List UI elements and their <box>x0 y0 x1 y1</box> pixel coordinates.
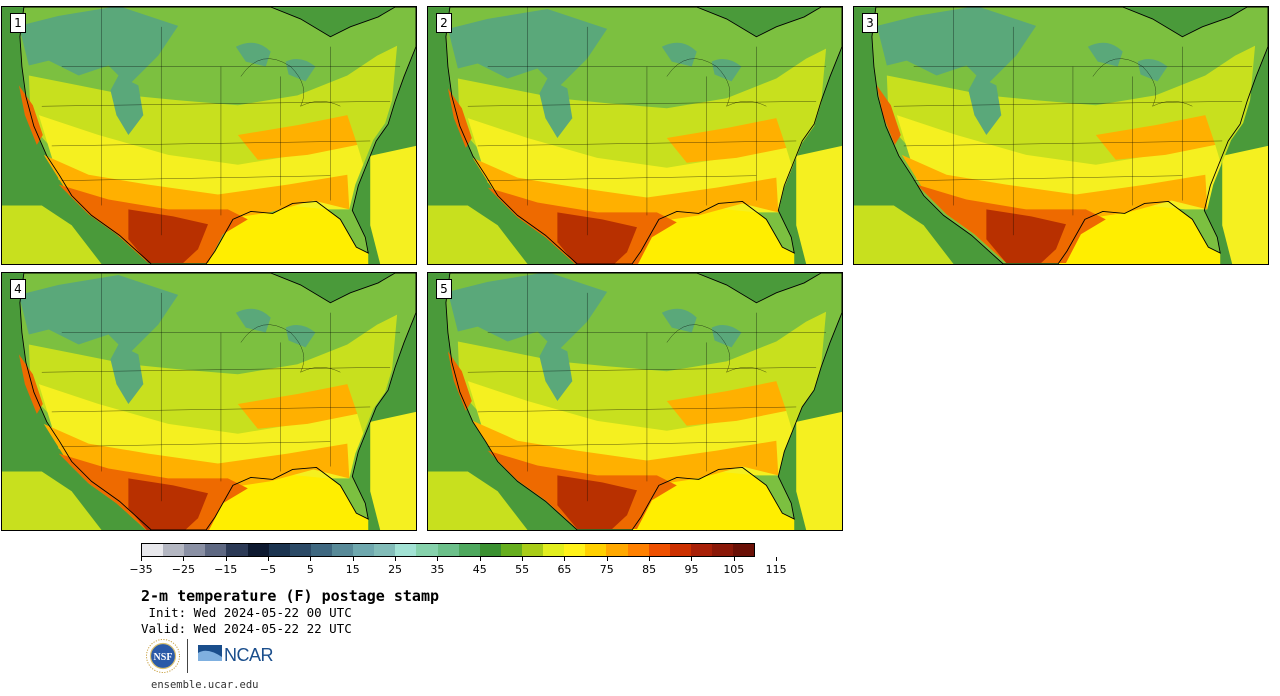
colorbar-tick <box>776 557 778 561</box>
member-number-label: 1 <box>10 13 26 33</box>
colorbar-tick <box>141 557 142 561</box>
temperature-colorbar <box>141 543 755 557</box>
colorbar-tick <box>691 557 693 561</box>
ensemble-member-map-2: 2 <box>427 6 843 265</box>
colorbar-tick <box>352 557 354 561</box>
colorbar-swatch <box>205 544 227 556</box>
colorbar-tick-label: −25 <box>171 563 195 576</box>
colorbar-tick <box>183 557 185 561</box>
colorbar-tick <box>522 557 524 561</box>
colorbar-swatch <box>163 544 185 556</box>
colorbar-tick-label: −5 <box>259 563 277 576</box>
colorbar-swatch <box>690 544 712 556</box>
colorbar-tick-label: 45 <box>472 563 487 576</box>
member-number-label: 3 <box>862 13 878 33</box>
valid-time: Valid: Wed 2024-05-22 22 UTC <box>141 621 352 636</box>
colorbar-swatch <box>500 544 522 556</box>
colorbar-tick-labels: −35 −25 −15 −5 5 15 25 35 45 55 65 75 85 95 105 115 <box>129 557 787 577</box>
colorbar-tick-label: 95 <box>684 563 699 576</box>
colorbar-swatch <box>521 544 544 556</box>
colorbar-swatch <box>247 544 269 556</box>
ncar-mark-icon <box>198 645 222 661</box>
colorbar-swatch <box>543 544 565 556</box>
nsf-logo-icon: NSF <box>146 639 180 673</box>
colorbar-tick-label: 75 <box>599 563 614 576</box>
colorbar-swatch <box>458 544 480 556</box>
colorbar-swatch <box>606 544 628 556</box>
colorbar-swatch <box>353 544 375 556</box>
colorbar-swatch <box>564 544 586 556</box>
colorbar-swatch <box>395 544 417 556</box>
colorbar-tick <box>437 557 439 561</box>
colorbar-tick-label: 15 <box>345 563 360 576</box>
plot-title: 2-m temperature (F) postage stamp <box>141 587 440 605</box>
member-number-label: 4 <box>10 279 26 299</box>
svg-text:NSF: NSF <box>154 652 173 663</box>
colorbar-tick-label: −15 <box>214 563 238 576</box>
colorbar-tick <box>310 557 312 561</box>
colorbar-tick-label: 105 <box>723 563 745 576</box>
ensemble-member-map-1: 1 <box>1 6 417 265</box>
temperature-map <box>428 273 842 530</box>
temperature-map <box>428 7 842 264</box>
colorbar-swatch <box>142 544 164 556</box>
colorbar-tick <box>395 557 397 561</box>
temperature-map <box>854 7 1268 264</box>
colorbar-tick-label: −35 <box>129 563 153 576</box>
colorbar-tick-label: 85 <box>642 563 657 576</box>
ensemble-member-map-4: 4 <box>1 272 417 531</box>
init-time: Init: Wed 2024-05-22 00 UTC <box>141 605 352 620</box>
colorbar-swatch <box>331 544 354 556</box>
sponsor-logos: NSF NCAR <box>144 637 274 677</box>
colorbar-tick-label: 35 <box>430 563 445 576</box>
colorbar-tick <box>649 557 651 561</box>
colorbar-swatch <box>479 544 501 556</box>
colorbar-swatch <box>437 544 459 556</box>
member-number-label: 2 <box>436 13 452 33</box>
colorbar-tick <box>268 557 270 561</box>
colorbar-swatch <box>416 544 438 556</box>
colorbar-swatch <box>648 544 670 556</box>
colorbar-tick-label: 55 <box>515 563 530 576</box>
temperature-map <box>2 7 416 264</box>
colorbar-swatch <box>374 544 396 556</box>
colorbar-swatch <box>268 544 290 556</box>
colorbar-tick <box>225 557 227 561</box>
colorbar-tick <box>564 557 566 561</box>
colorbar-swatch <box>310 544 332 556</box>
colorbar-tick <box>479 557 481 561</box>
ensemble-member-map-3: 3 <box>853 6 1269 265</box>
colorbar-tick-label: 115 <box>765 563 787 576</box>
temperature-map <box>2 273 416 530</box>
site-url: ensemble.ucar.edu <box>151 679 259 691</box>
logo-divider <box>187 639 188 673</box>
colorbar-swatch <box>711 544 734 556</box>
colorbar-swatch <box>184 544 206 556</box>
ensemble-member-map-5: 5 <box>427 272 843 531</box>
colorbar-swatch <box>226 544 248 556</box>
member-number-label: 5 <box>436 279 452 299</box>
colorbar-swatch <box>627 544 649 556</box>
colorbar-tick <box>733 557 735 561</box>
colorbar-swatch <box>733 544 755 556</box>
colorbar-tick <box>606 557 608 561</box>
colorbar-swatch <box>289 544 311 556</box>
colorbar-swatch <box>669 544 691 556</box>
colorbar-tick-label: 65 <box>557 563 572 576</box>
colorbar-swatch <box>585 544 607 556</box>
colorbar-tick-label: 25 <box>388 563 403 576</box>
colorbar-tick-label: 5 <box>306 563 314 576</box>
ncar-logo-text: NCAR <box>224 645 274 665</box>
